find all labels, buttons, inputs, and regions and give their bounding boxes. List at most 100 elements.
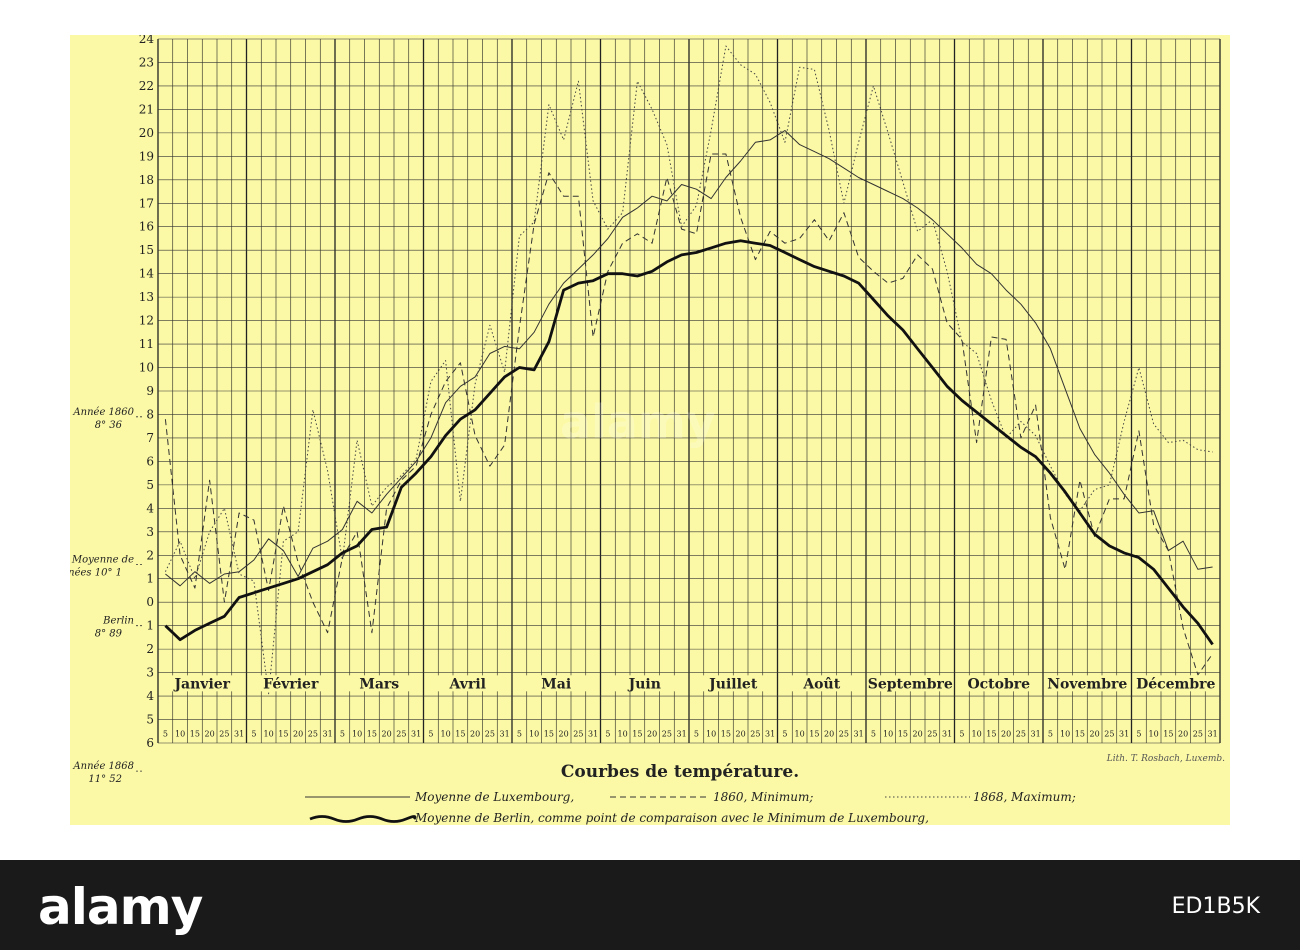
y-tick-label: 19 <box>139 149 154 163</box>
annotation-line1: Moyenne de <box>71 555 134 566</box>
day-tick-label: 10 <box>175 729 185 738</box>
y-tick-label: 4 <box>146 689 154 703</box>
chart-grid <box>157 38 1221 744</box>
day-tick-label: 5 <box>605 729 610 738</box>
day-tick-label: 5 <box>517 729 522 738</box>
month-label: Novembre <box>1047 676 1127 692</box>
day-tick-label: 10 <box>972 729 982 738</box>
y-tick-label: 5 <box>146 713 154 727</box>
month-label: Septembre <box>868 676 953 692</box>
annotation-line2: 11° 52 <box>88 774 122 785</box>
day-tick-label: 20 <box>382 729 392 738</box>
month-label-bg <box>252 675 329 692</box>
legend-label: 1860, Minimum; <box>713 790 813 804</box>
day-tick-label: 20 <box>913 729 923 738</box>
day-tick-label: 20 <box>1001 729 1011 738</box>
day-tick-label: 15 <box>367 729 377 738</box>
annotation-line2: 8° 89 <box>95 629 123 640</box>
annotation-line2: 8° 36 <box>95 420 123 431</box>
day-tick-label: 15 <box>1075 729 1085 738</box>
month-label-bg <box>518 675 595 692</box>
series-layer <box>164 45 1214 695</box>
day-tick-label: 31 <box>588 729 598 738</box>
y-tick-label: 17 <box>139 196 154 210</box>
legend-label: Moyenne de Berlin, comme point de compar… <box>414 811 929 825</box>
day-tick-label: 25 <box>1193 729 1203 738</box>
temperature-chart: 2423222120191817161514131211109876543210… <box>70 35 1225 825</box>
day-tick-label: 10 <box>795 729 805 738</box>
month-label-bg <box>960 675 1037 692</box>
brand-logo: alamy <box>38 878 203 936</box>
day-tick-label: 5 <box>782 729 787 738</box>
day-tick-label: 31 <box>1119 729 1129 738</box>
day-tick-label: 5 <box>959 729 964 738</box>
y-tick-label: 8 <box>146 407 154 421</box>
axis-labels: 2423222120191817161514131211109876543210… <box>139 35 1218 750</box>
chart-paper: 24 23 22 21 20 19 18 17 16 15 14 13 12 11 10 9 8 7 6 5 4 3 2 1 0… <box>70 35 1230 825</box>
day-tick-label: 20 <box>559 729 569 738</box>
day-tick-label: 25 <box>1104 729 1114 738</box>
day-tick-label: 5 <box>251 729 256 738</box>
day-tick-label: 31 <box>1208 729 1218 738</box>
day-tick-label: 10 <box>352 729 362 738</box>
day-tick-label: 25 <box>750 729 760 738</box>
month-label: Avril <box>449 676 486 692</box>
y-tick-label: 16 <box>139 220 154 234</box>
month-label-bg <box>872 675 949 692</box>
y-tick-label: 3 <box>146 666 154 680</box>
legend-swatch <box>309 815 417 823</box>
lithographer-credit: Lith. T. Rosbach, Luxemb. <box>1106 754 1225 764</box>
day-tick-label: 15 <box>898 729 908 738</box>
day-tick-label: 10 <box>706 729 716 738</box>
y-tick-label: 3 <box>146 525 154 539</box>
y-tick-label: 9 <box>146 384 154 398</box>
day-tick-label: 10 <box>441 729 451 738</box>
day-tick-label: 25 <box>662 729 672 738</box>
day-tick-label: 25 <box>308 729 318 738</box>
day-tick-label: 5 <box>163 729 168 738</box>
day-tick-label: 15 <box>278 729 288 738</box>
day-tick-label: 31 <box>411 729 421 738</box>
chart-title: Courbes de température. <box>561 762 799 782</box>
y-tick-label: 10 <box>139 361 154 375</box>
day-tick-label: 5 <box>1048 729 1053 738</box>
day-tick-label: 20 <box>824 729 834 738</box>
y-tick-label: 1 <box>146 619 154 633</box>
day-tick-label: 15 <box>1163 729 1173 738</box>
month-label: Janvier <box>172 676 230 692</box>
day-tick-label: 10 <box>529 729 539 738</box>
day-tick-label: 10 <box>1149 729 1159 738</box>
y-tick-label: 13 <box>139 290 154 304</box>
y-tick-label: 15 <box>139 243 154 257</box>
month-label: Mai <box>541 676 571 692</box>
y-tick-label: 23 <box>139 55 154 69</box>
y-tick-label: 6 <box>146 736 154 750</box>
day-tick-label: 5 <box>340 729 345 738</box>
day-tick-label: 25 <box>1016 729 1026 738</box>
day-tick-label: 10 <box>264 729 274 738</box>
day-tick-label: 5 <box>1136 729 1141 738</box>
day-tick-label: 10 <box>618 729 628 738</box>
month-label: Février <box>263 676 319 692</box>
day-tick-label: 15 <box>721 729 731 738</box>
month-label-bg <box>164 675 241 692</box>
legend-label: 1868, Maximum; <box>973 790 1076 804</box>
y-tick-label: 20 <box>139 126 154 140</box>
month-label: Juillet <box>707 676 758 692</box>
day-tick-label: 20 <box>1178 729 1188 738</box>
stock-id: ED1B5K <box>1171 894 1260 919</box>
day-tick-label: 20 <box>647 729 657 738</box>
month-label-bg <box>606 675 683 692</box>
day-tick-label: 15 <box>544 729 554 738</box>
y-tick-label: 22 <box>139 79 154 93</box>
month-label: Mars <box>359 676 399 692</box>
day-tick-label: 10 <box>883 729 893 738</box>
month-label: Août <box>802 676 840 692</box>
day-tick-label: 25 <box>573 729 583 738</box>
day-tick-label: 10 <box>1060 729 1070 738</box>
annotation-line1: Année 1868 <box>72 761 134 772</box>
month-label-bg <box>429 675 506 692</box>
y-tick-label: 24 <box>139 35 155 46</box>
day-tick-label: 25 <box>485 729 495 738</box>
month-label-bg <box>1137 675 1214 692</box>
